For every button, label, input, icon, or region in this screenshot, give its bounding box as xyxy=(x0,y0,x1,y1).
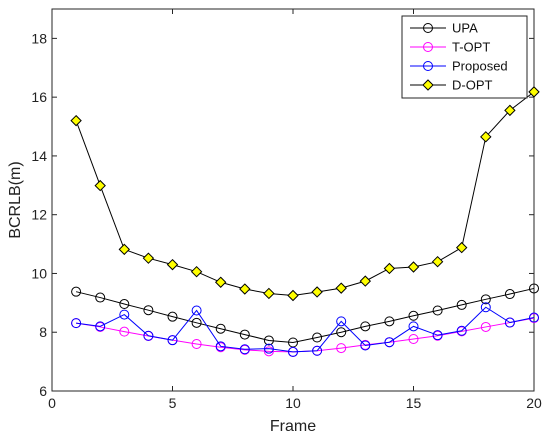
data-point-upa xyxy=(504,289,515,300)
data-point-upa xyxy=(167,311,178,322)
data-point-upa xyxy=(71,286,82,297)
data-point-proposed xyxy=(119,309,130,320)
data-point-t-opt xyxy=(408,333,419,344)
legend-label-t-opt: T-OPT xyxy=(452,40,490,55)
legend-label-proposed: Proposed xyxy=(452,59,508,74)
data-point-upa xyxy=(95,292,106,303)
y-tick-label: 18 xyxy=(31,30,47,46)
data-point-d-opt xyxy=(142,252,155,264)
data-point-upa xyxy=(529,283,539,294)
legend-item-t-opt: T-OPT xyxy=(410,40,490,55)
data-point-upa xyxy=(384,316,395,327)
y-tick-label: 6 xyxy=(39,383,47,399)
data-point-d-opt xyxy=(190,265,203,278)
data-point-proposed xyxy=(480,302,491,313)
data-point-t-opt xyxy=(263,346,274,357)
x-tick-label: 20 xyxy=(526,395,542,411)
series-proposed xyxy=(71,302,539,357)
y-tick-label: 8 xyxy=(39,324,47,340)
data-point-upa xyxy=(432,305,443,316)
data-point-d-opt xyxy=(455,241,468,254)
data-point-upa xyxy=(456,299,467,310)
data-point-d-opt xyxy=(311,286,323,298)
data-point-upa xyxy=(239,329,250,340)
y-tick-label: 14 xyxy=(31,148,47,164)
axis-ticks: 0 5 10 15 20 6 8 10 12 14 16 18 xyxy=(31,9,542,411)
legend-marker-upa xyxy=(423,23,433,33)
data-point-proposed xyxy=(504,317,515,328)
data-point-proposed xyxy=(71,318,82,329)
data-point-d-opt xyxy=(480,131,492,143)
data-point-upa xyxy=(408,310,419,321)
legend-item-proposed: Proposed xyxy=(410,59,508,74)
data-point-proposed xyxy=(95,321,106,332)
legend-box xyxy=(401,15,528,99)
data-point-d-opt xyxy=(407,261,420,273)
y-tick-label: 10 xyxy=(31,265,47,281)
x-tick-label: 0 xyxy=(48,395,56,411)
data-point-proposed xyxy=(336,316,347,327)
data-point-upa xyxy=(263,335,274,346)
data-point-proposed xyxy=(215,341,226,352)
data-point-proposed xyxy=(191,305,202,316)
x-tick-label: 10 xyxy=(285,395,301,411)
data-point-upa xyxy=(360,321,371,332)
legend-label-d-opt: D-OPT xyxy=(452,78,493,93)
data-point-d-opt xyxy=(214,276,227,288)
series-layer xyxy=(70,86,540,357)
data-point-upa xyxy=(119,299,130,310)
data-point-d-opt xyxy=(239,283,251,295)
data-point-d-opt xyxy=(94,179,106,192)
series-upa xyxy=(71,283,539,348)
data-point-upa xyxy=(143,305,154,316)
data-point-proposed xyxy=(288,346,298,357)
series-d-opt xyxy=(70,86,540,302)
data-point-upa xyxy=(215,323,226,334)
legend-label-upa: UPA xyxy=(452,21,478,36)
data-point-t-opt xyxy=(480,321,491,332)
data-point-d-opt xyxy=(166,258,179,271)
data-point-proposed xyxy=(263,343,274,354)
data-point-upa xyxy=(336,327,347,338)
legend-marker-d-opt xyxy=(422,79,434,91)
y-tick-label: 12 xyxy=(31,207,47,223)
data-point-upa xyxy=(312,332,323,343)
data-point-d-opt xyxy=(504,104,516,117)
y-axis-title: BCRLB(m) xyxy=(7,161,24,238)
data-point-d-opt xyxy=(287,289,299,302)
data-point-d-opt xyxy=(383,262,396,275)
data-point-d-opt xyxy=(359,275,372,287)
data-point-upa xyxy=(191,317,202,328)
data-point-d-opt xyxy=(335,282,347,294)
data-point-t-opt xyxy=(336,343,347,354)
legend-marker-t-opt xyxy=(423,42,433,52)
data-point-upa xyxy=(480,294,491,305)
x-axis-title: Frame xyxy=(270,418,316,435)
data-point-d-opt xyxy=(70,114,82,127)
data-point-proposed xyxy=(360,340,371,351)
data-point-proposed xyxy=(143,330,154,341)
legend-item-upa: UPA xyxy=(410,21,478,36)
data-point-proposed xyxy=(384,337,395,348)
data-point-d-opt xyxy=(528,86,540,98)
x-tick-label: 15 xyxy=(406,395,422,411)
data-point-proposed xyxy=(312,345,323,356)
legend: UPA T-OPT Proposed D-OPT xyxy=(401,15,528,99)
data-point-proposed xyxy=(239,344,250,355)
data-point-proposed xyxy=(529,312,539,323)
legend-marker-proposed xyxy=(423,61,433,71)
data-point-proposed xyxy=(408,321,419,332)
data-point-t-opt xyxy=(191,338,202,349)
data-point-proposed xyxy=(167,335,178,346)
data-point-d-opt xyxy=(118,243,131,256)
x-tick-label: 5 xyxy=(169,395,177,411)
data-point-t-opt xyxy=(119,326,130,337)
y-tick-label: 16 xyxy=(31,89,47,105)
legend-item-d-opt: D-OPT xyxy=(410,78,493,93)
data-point-proposed xyxy=(432,330,443,341)
data-point-proposed xyxy=(456,325,467,336)
data-point-d-opt xyxy=(431,256,444,268)
data-point-d-opt xyxy=(263,287,275,300)
